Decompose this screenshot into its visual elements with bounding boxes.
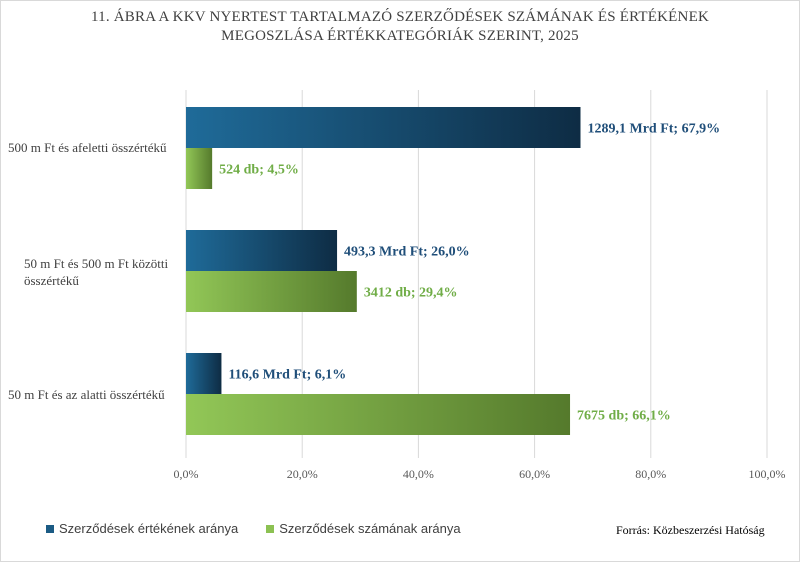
value-data-label-2: 493,3 Mrd Ft; 26,0% (344, 245, 470, 260)
x-tick-label: 60,0% (519, 467, 550, 481)
count-bar-3 (186, 394, 571, 435)
category-label-2: 50 m Ft és 500 m Ft közötti összértékű (24, 256, 169, 288)
source-note: Forrás: Közbeszerzési Hatóság (616, 523, 765, 537)
legend: Szerződések értékének aránya Szerződések… (46, 521, 489, 536)
value-data-label-3: 116,6 Mrd Ft; 6,1% (228, 368, 346, 383)
legend-swatch-value (46, 524, 54, 533)
count-data-label-2: 3412 db; 29,4% (364, 286, 458, 301)
count-bar-1 (186, 148, 213, 189)
x-tick-label: 80,0% (635, 467, 666, 481)
legend-swatch-count (266, 524, 275, 533)
legend-item-value: Szerződések értékének aránya (46, 521, 238, 536)
value-bar-3 (186, 353, 222, 394)
x-tick-label: 20,0% (287, 467, 318, 481)
count-data-label-3: 7675 db; 66,1% (577, 409, 671, 424)
category-label-1: 500 m Ft és afeletti összértékű (8, 140, 167, 155)
chart-title-line1: 11. ÁBRA A KKV NYERTEST TARTALMAZÓ SZERZ… (91, 9, 709, 25)
chart-title-line2: MEGOSZLÁSA ÉRTÉKKATEGÓRIÁK SZERINT, 2025 (221, 28, 579, 44)
value-bar-2 (186, 230, 338, 271)
legend-label-value: Szerződések értékének aránya (59, 521, 239, 536)
legend-label-count: Szerződések számának aránya (279, 521, 461, 536)
count-data-label-1: 524 db; 4,5% (219, 163, 299, 178)
x-tick-label: 40,0% (403, 467, 434, 481)
x-tick-label: 0,0% (174, 467, 199, 481)
legend-item-count: Szerződések számának aránya (266, 521, 461, 536)
value-data-label-1: 1289,1 Mrd Ft; 67,9% (587, 122, 720, 137)
count-bar-2 (186, 271, 357, 312)
category-label-3: 50 m Ft és az alatti összértékű (8, 387, 165, 402)
chart-title: 11. ÁBRA A KKV NYERTEST TARTALMAZÓ SZERZ… (0, 8, 800, 46)
x-tick-label: 100,0% (749, 467, 786, 481)
value-bar-1 (186, 107, 581, 148)
